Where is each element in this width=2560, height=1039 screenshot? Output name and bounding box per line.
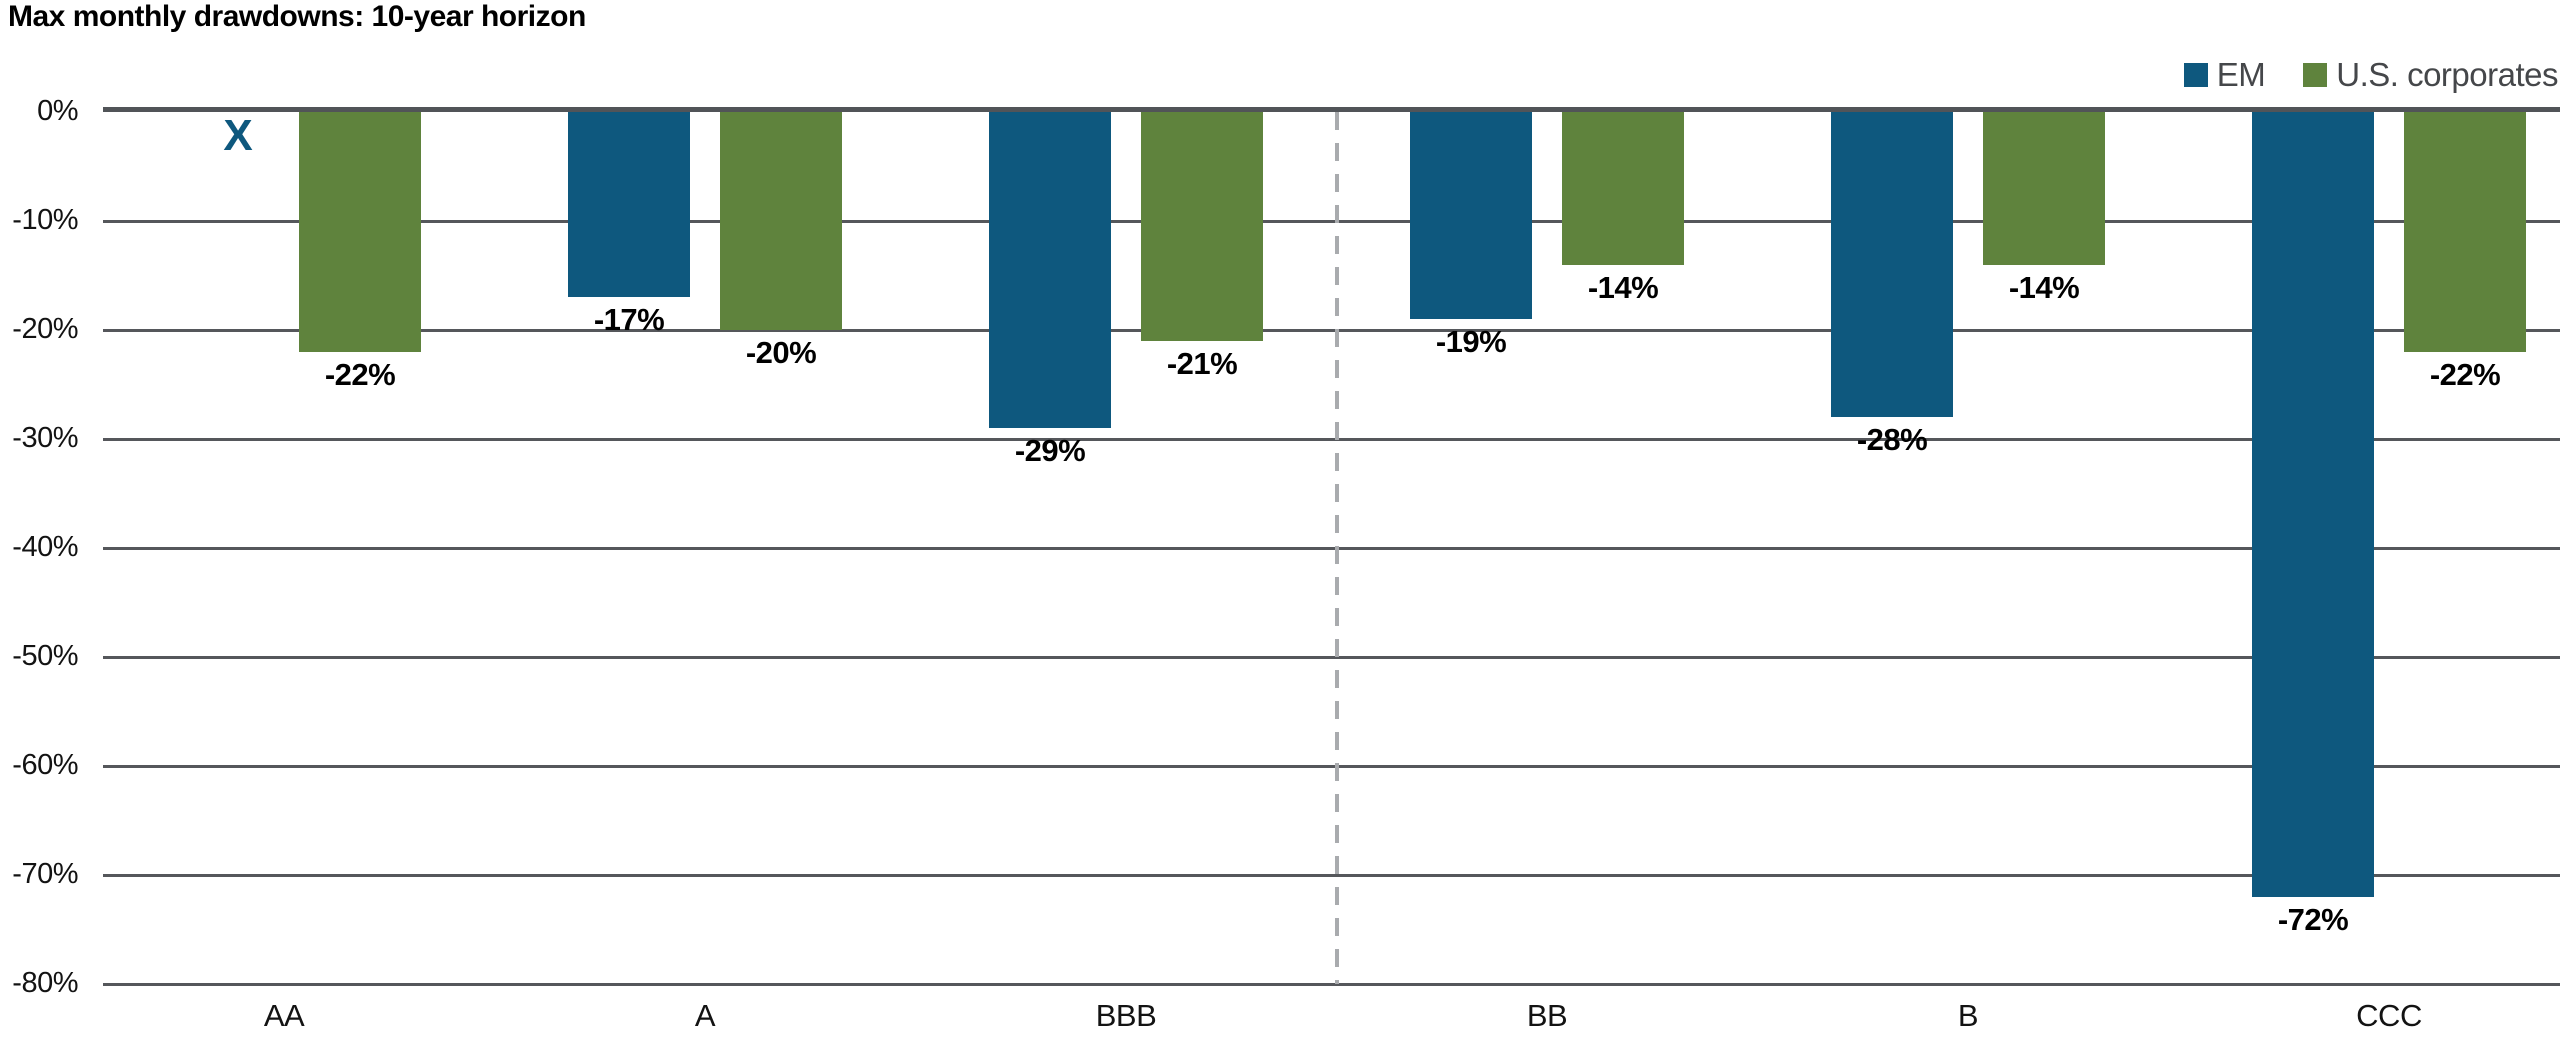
- bar-em-b: [1831, 112, 1953, 417]
- legend-swatch-em: [2183, 63, 2208, 87]
- bar-value-label: -20%: [745, 335, 817, 370]
- x-axis-category-label: AA: [263, 998, 305, 1033]
- legend-item-em: EM: [2183, 56, 2266, 94]
- legend-label-us-corporates: U.S. corporates: [2336, 56, 2558, 93]
- bar-value-label: -17%: [593, 302, 665, 337]
- gridline: [103, 219, 2560, 223]
- gridline: [103, 982, 2560, 986]
- y-axis-tick-label: -30%: [12, 422, 78, 454]
- plot-area: X -22% -17% -20% -29% -21% -19% -14% -28% -14% -72…: [103, 107, 2560, 986]
- legend-label-em: EM: [2216, 56, 2266, 93]
- x-axis-category-label: BBB: [1095, 998, 1157, 1033]
- gridline: [103, 764, 2560, 768]
- y-axis-tick-label: 0%: [37, 95, 78, 127]
- legend-swatch-us-corporates: [2303, 63, 2328, 87]
- y-axis-tick-label: -50%: [12, 640, 78, 672]
- x-axis-category-label: B: [1957, 998, 1979, 1033]
- bar-us-corporates-aa: [299, 112, 421, 352]
- x-axis-category-label: BB: [1526, 998, 1568, 1033]
- chart-legend: EM U.S. corporates: [2183, 56, 2558, 94]
- y-axis-tick-label: -40%: [12, 531, 78, 563]
- gridline: [103, 655, 2560, 659]
- bar-em-bb: [1410, 112, 1532, 319]
- zero-axis-line: [103, 107, 2560, 112]
- gridline: [103, 437, 2560, 441]
- bar-value-label: -14%: [1587, 270, 1659, 305]
- bar-em-bbb: [989, 112, 1111, 428]
- gridline: [103, 546, 2560, 550]
- chart-title: Max monthly drawdowns: 10-year horizon: [8, 0, 586, 33]
- bar-value-label: -22%: [324, 357, 396, 392]
- bar-em-ccc: [2252, 112, 2374, 897]
- ig-hy-divider-line: [1334, 112, 1339, 984]
- gridline: [103, 873, 2560, 877]
- y-axis-tick-label: -80%: [12, 967, 78, 999]
- bar-us-corporates-ccc: [2404, 112, 2526, 352]
- bar-value-label: -72%: [2277, 902, 2349, 937]
- y-axis-tick-label: -20%: [12, 313, 78, 345]
- bar-us-corporates-a: [720, 112, 842, 330]
- legend-item-us-corporates: U.S. corporates: [2303, 56, 2558, 94]
- y-axis-tick-label: -60%: [12, 749, 78, 781]
- y-axis-tick-label: -70%: [12, 858, 78, 890]
- no-data-x-marker: X: [223, 111, 253, 160]
- bar-us-corporates-bb: [1562, 112, 1684, 265]
- bar-value-label: -14%: [2008, 270, 2080, 305]
- bar-value-label: -19%: [1435, 324, 1507, 359]
- bar-value-label: -21%: [1166, 346, 1238, 381]
- bar-value-label: -29%: [1014, 433, 1086, 468]
- x-axis-category-label: CCC: [2356, 998, 2422, 1033]
- bar-us-corporates-b: [1983, 112, 2105, 265]
- y-axis-tick-label: -10%: [12, 204, 78, 236]
- bar-value-label: -28%: [1856, 422, 1928, 457]
- bar-us-corporates-bbb: [1141, 112, 1263, 341]
- bar-value-label: -22%: [2429, 357, 2501, 392]
- gridline: [103, 328, 2560, 332]
- bar-em-a: [568, 112, 690, 297]
- x-axis-category-label: A: [694, 998, 716, 1033]
